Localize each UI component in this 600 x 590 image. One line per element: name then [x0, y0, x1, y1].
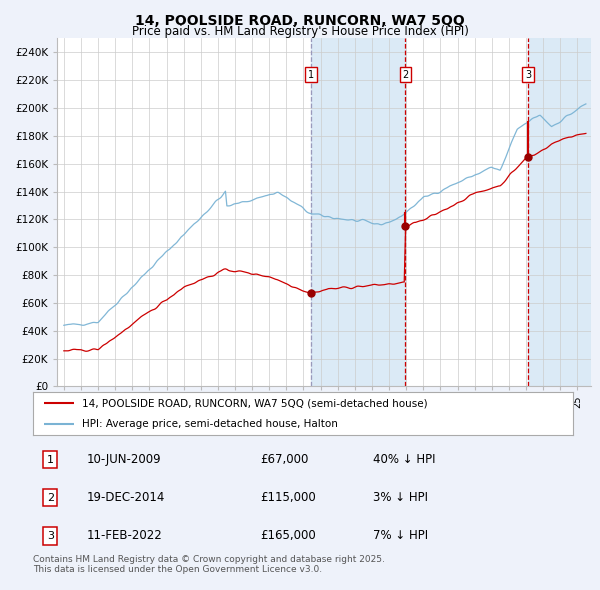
Text: £115,000: £115,000 [260, 491, 316, 504]
Text: 7% ↓ HPI: 7% ↓ HPI [373, 529, 428, 542]
Bar [528, 38, 591, 386]
Text: This data is licensed under the Open Government Licence v3.0.: This data is licensed under the Open Gov… [33, 565, 322, 574]
Text: 19-DEC-2014: 19-DEC-2014 [87, 491, 166, 504]
Bar [311, 38, 406, 386]
Text: £67,000: £67,000 [260, 453, 308, 466]
Text: 2: 2 [47, 493, 54, 503]
Text: 10-JUN-2009: 10-JUN-2009 [87, 453, 161, 466]
Text: 2: 2 [403, 70, 409, 80]
Text: HPI: Average price, semi-detached house, Halton: HPI: Average price, semi-detached house,… [82, 419, 337, 429]
Text: Contains HM Land Registry data © Crown copyright and database right 2025.: Contains HM Land Registry data © Crown c… [33, 555, 385, 563]
Text: 11-FEB-2022: 11-FEB-2022 [87, 529, 163, 542]
Text: £165,000: £165,000 [260, 529, 316, 542]
Text: Price paid vs. HM Land Registry's House Price Index (HPI): Price paid vs. HM Land Registry's House … [131, 25, 469, 38]
Text: 3: 3 [47, 531, 54, 541]
Text: 1: 1 [308, 70, 314, 80]
Text: 3% ↓ HPI: 3% ↓ HPI [373, 491, 428, 504]
Text: 14, POOLSIDE ROAD, RUNCORN, WA7 5QQ: 14, POOLSIDE ROAD, RUNCORN, WA7 5QQ [135, 14, 465, 28]
Text: 14, POOLSIDE ROAD, RUNCORN, WA7 5QQ (semi-detached house): 14, POOLSIDE ROAD, RUNCORN, WA7 5QQ (sem… [82, 398, 427, 408]
Text: 3: 3 [525, 70, 531, 80]
Text: 1: 1 [47, 455, 54, 465]
Text: 40% ↓ HPI: 40% ↓ HPI [373, 453, 436, 466]
